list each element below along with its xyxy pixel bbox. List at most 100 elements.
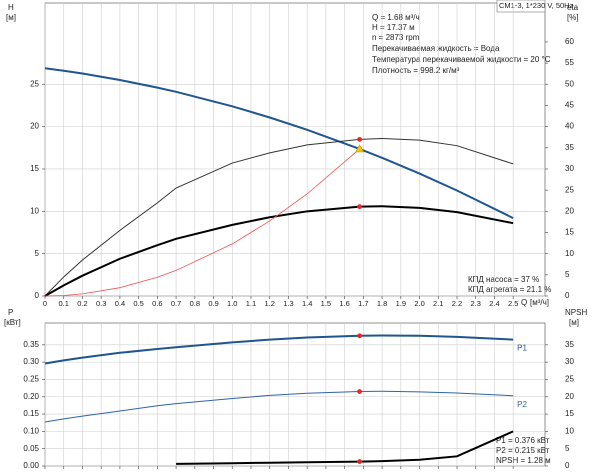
y2-tick-label: 15	[565, 228, 574, 237]
grid	[44, 323, 545, 467]
x-tick-label: 0.6	[152, 299, 162, 308]
duty-marker	[357, 389, 363, 394]
y2-axis-label: NPSH	[565, 308, 587, 317]
y2-axis-label: eta	[567, 3, 579, 12]
y-tick-label: 0	[35, 291, 40, 300]
info-line: Q = 1.68 м³/ч	[372, 13, 420, 22]
info: Q = 1.68 м³/ч H = 17.37 м n = 2873 rpm П…	[372, 13, 551, 465]
x-axis-unit: [м³/ч]	[530, 298, 549, 307]
x-tick-label: 0.7	[171, 299, 181, 308]
x-tick-label: 1.5	[321, 299, 331, 308]
duty-marker	[357, 204, 363, 210]
x-tick-label: 0.4	[115, 299, 125, 308]
y-tick-label: 10	[30, 206, 39, 215]
info-line: n = 2873 rpm	[372, 33, 420, 42]
y-axis-label: P	[8, 308, 13, 317]
y-tick-label: 0.15	[23, 409, 39, 418]
y-tick-label: 0.35	[23, 340, 39, 349]
y2-tick-label: 10	[565, 426, 574, 435]
x-tick-label: 0	[43, 299, 47, 308]
y2-tick-label: 30	[565, 357, 574, 366]
y-axis-label: H	[8, 3, 14, 12]
x-tick-label: 0.9	[208, 299, 218, 308]
curve	[44, 67, 514, 219]
x-tick-label: 1.3	[283, 299, 293, 308]
y2-tick-label: 0	[565, 291, 570, 300]
y-tick-label: 15	[30, 164, 39, 173]
x-tick-label: 1.8	[377, 299, 387, 308]
x-tick-label: 2.4	[489, 299, 499, 308]
y2-tick-label: 55	[565, 58, 574, 67]
efficiency-line: КПД агрегата = 21.1 %	[468, 285, 551, 294]
y-tick-label: 20	[30, 122, 39, 131]
y2-tick-label: 20	[565, 392, 574, 401]
x-tick-label: 0.3	[96, 299, 106, 308]
x-tick-label: 2.1	[433, 299, 443, 308]
duty-marker	[357, 136, 363, 142]
y2-tick-label: 60	[565, 37, 574, 46]
y-tick-label: 0.30	[23, 357, 39, 366]
x-tick-label: 2.3	[470, 299, 480, 308]
y2-tick-label: 35	[565, 340, 574, 349]
y2-tick-label: 30	[565, 164, 574, 173]
x-axis-label: Q	[521, 298, 527, 307]
x-tick-label: 0.2	[77, 299, 87, 308]
y-tick-label: 0.00	[23, 461, 39, 470]
duty-point	[355, 144, 365, 153]
info-line: P1 = 0.376 кВт	[496, 436, 550, 445]
info-line: Плотность = 998.2 кг/м³	[372, 66, 460, 75]
y2-axis-unit: [м]	[569, 318, 579, 327]
x-tick-label: 1.6	[339, 299, 349, 308]
y-tick-label: 25	[30, 79, 39, 88]
y2-tick-label: 40	[565, 122, 574, 131]
x-tick-label: 1.2	[265, 299, 275, 308]
efficiency-line: КПД насоса = 37 %	[468, 275, 539, 284]
x-tick-label: 2.5	[508, 299, 518, 308]
y2-tick-label: 35	[565, 143, 574, 152]
y-axis-unit: [кВт]	[4, 318, 21, 327]
y2-tick-label: 5	[565, 270, 570, 279]
x-tick-label: 1.0	[227, 299, 237, 308]
x-tick-label: 2.0	[414, 299, 424, 308]
x-tick-label: 1.4	[302, 299, 312, 308]
chart-title: CM1-3, 1*230 V, 50Hz	[499, 1, 574, 10]
info-line: NPSH = 1.28 м	[496, 456, 551, 465]
series-label: P2	[517, 400, 527, 409]
x-tick-label: 1.9	[396, 299, 406, 308]
y2-tick-label: 15	[565, 409, 574, 418]
info-line: Перекачиваемая жидкость = Вода	[372, 44, 500, 53]
x-tick-label: 1.1	[246, 299, 256, 308]
y-tick-label: 0.05	[23, 444, 39, 453]
info-line: H = 17.37 м	[372, 23, 415, 32]
y2-tick-label: 0	[565, 461, 570, 470]
duty-marker	[357, 459, 363, 464]
info-line: P2 = 0.215 кВт	[496, 446, 550, 455]
y2-axis-unit: [%]	[567, 13, 579, 22]
y2-tick-label: 25	[565, 375, 574, 384]
y-tick-label: 0.25	[23, 375, 39, 384]
y-tick-label: 0.20	[23, 392, 39, 401]
curve	[44, 137, 514, 297]
info-line: Температура перекачиваемой жидкости = 20…	[372, 55, 551, 64]
series-label: P1	[517, 344, 527, 353]
y-axis-unit: [м]	[6, 13, 16, 22]
y2-tick-label: 20	[565, 206, 574, 215]
y-tick-label: 5	[35, 249, 40, 258]
duty-marker	[357, 333, 363, 339]
x-tick-label: 0.1	[59, 299, 69, 308]
x-tick-label: 0.8	[190, 299, 200, 308]
x-tick-label: 2.2	[452, 299, 462, 308]
curve	[44, 390, 514, 423]
y2-tick-label: 5	[565, 444, 570, 453]
y2-tick-label: 50	[565, 79, 574, 88]
x-tick-label: 0.5	[133, 299, 143, 308]
y2-tick-label: 45	[565, 101, 574, 110]
curve	[44, 205, 514, 297]
y-tick-label: 0.10	[23, 426, 39, 435]
curve	[44, 148, 360, 297]
x-tick-label: 1.7	[358, 299, 368, 308]
y2-tick-label: 25	[565, 185, 574, 194]
curve	[44, 334, 514, 365]
